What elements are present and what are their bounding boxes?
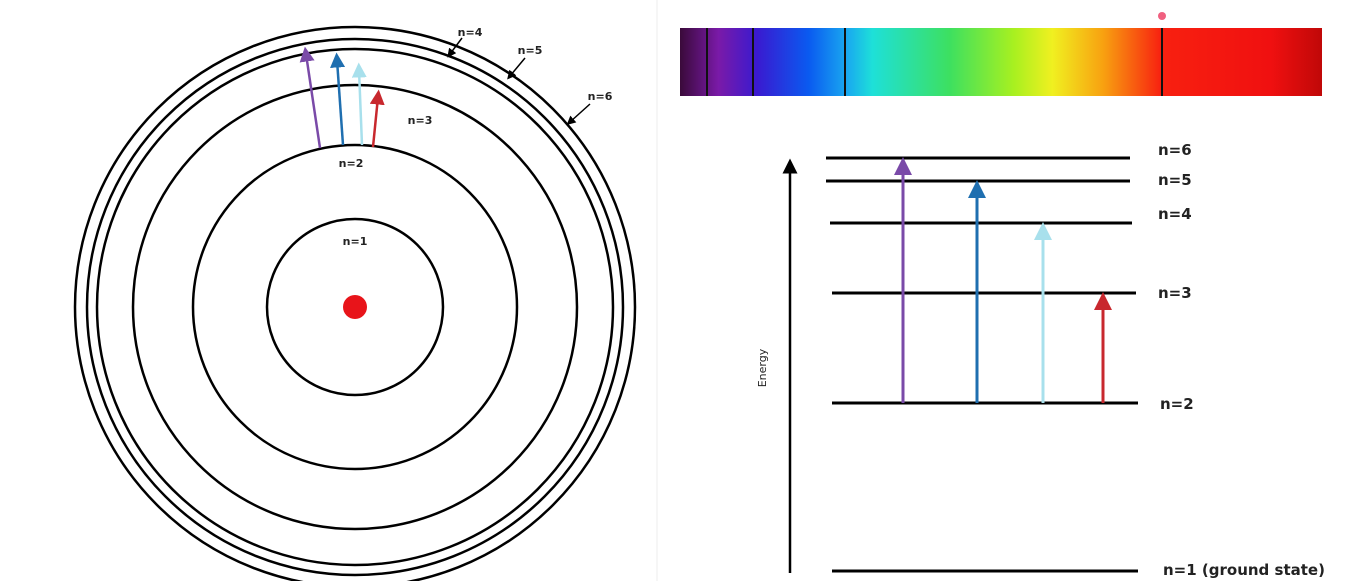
orbit-label: n=1 <box>343 235 368 248</box>
orbit-label: n=2 <box>339 157 364 170</box>
levels <box>826 158 1138 571</box>
orbit-label: n=5 <box>518 44 543 57</box>
orbit-label: n=6 <box>588 90 613 103</box>
page: n=1 n=2 n=3 n=4 n=5 n=6 Energy n=6 n=5 n… <box>0 0 1354 581</box>
level-label: n=2 <box>1160 395 1194 413</box>
nucleus <box>343 295 367 319</box>
spectrum <box>680 28 1322 96</box>
arrow <box>373 97 378 147</box>
orbit-label: n=4 <box>458 26 483 39</box>
marker-dot <box>1158 12 1166 20</box>
level-label: n=5 <box>1158 171 1192 189</box>
level-label: n=6 <box>1158 141 1192 159</box>
axis-label: Energy <box>756 348 769 387</box>
level-label: n=1 (ground state) <box>1163 561 1325 579</box>
level-label: n=3 <box>1158 284 1192 302</box>
arrow <box>359 70 362 145</box>
arrow <box>337 60 343 145</box>
level-label: n=4 <box>1158 205 1192 223</box>
arrow <box>306 54 320 148</box>
level-arrows <box>903 166 1103 403</box>
transition-arrows <box>306 54 378 148</box>
pointer <box>570 104 590 122</box>
pointer <box>510 58 525 76</box>
orbit-label: n=3 <box>408 114 433 127</box>
pointer <box>450 38 462 54</box>
